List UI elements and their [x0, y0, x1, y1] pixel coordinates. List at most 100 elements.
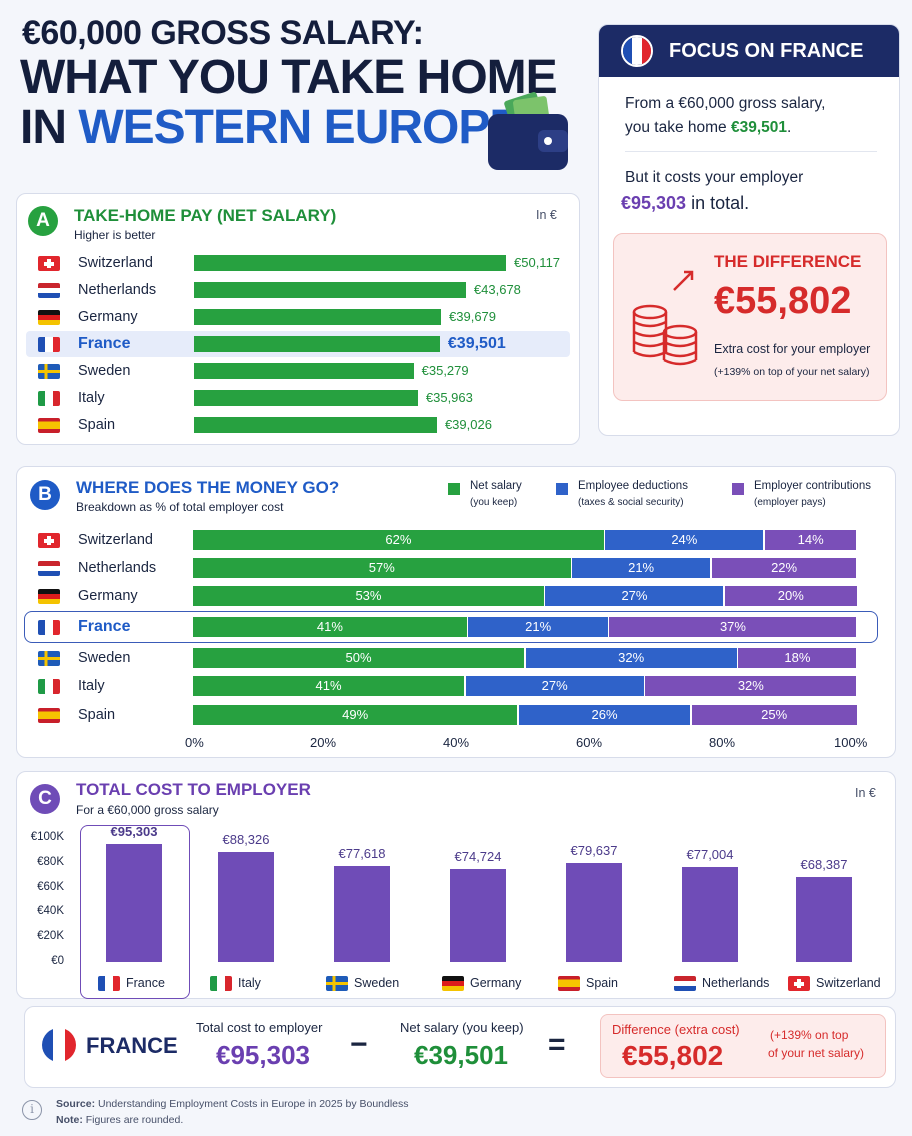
focus-line-1: From a €60,000 gross salary,	[625, 95, 826, 112]
focus-net-value: €39,501	[730, 119, 788, 136]
country-label: Spain	[78, 707, 116, 723]
title-line-3: IN WESTERN EUROPE	[20, 101, 521, 154]
flag-icon	[38, 256, 60, 271]
x-tick-label: 60%	[576, 735, 603, 750]
bar	[194, 417, 437, 433]
country-label: Netherlands	[78, 560, 157, 576]
country-label: Sweden	[78, 650, 131, 666]
x-tick-label: 0%	[185, 735, 204, 750]
legend-sub: (taxes & social security)	[578, 497, 684, 508]
focus-line-2: you take home €39,501.	[625, 119, 791, 137]
section-b-badge: B	[30, 480, 60, 510]
bar-segment: 50%	[193, 648, 524, 668]
section-c-highlight-column	[80, 825, 190, 999]
equation-net-label: Net salary (you keep)	[400, 1020, 524, 1035]
bar-segment: 18%	[738, 648, 857, 668]
section-a-title: TAKE-HOME PAY (NET SALARY)	[74, 206, 337, 225]
y-tick-label: €40K	[37, 905, 64, 918]
equation-diff-note-1: (+139% on top	[770, 1028, 849, 1042]
equation-minus: −	[350, 1028, 368, 1061]
bar	[682, 866, 738, 962]
bar	[796, 877, 852, 962]
equation-equals: =	[548, 1028, 566, 1061]
bar-segment: 49%	[193, 705, 518, 725]
difference-value: €55,802	[714, 280, 852, 322]
flag-icon	[38, 391, 60, 406]
country-label: Italy	[78, 678, 105, 694]
country-label: Spain	[78, 417, 116, 433]
difference-sub-2: (+139% on top of your net salary)	[714, 366, 870, 378]
data-label: €35,279	[421, 363, 469, 378]
equation-country: FRANCE	[86, 1033, 178, 1058]
section-b-title: WHERE DOES THE MONEY GO?	[76, 478, 340, 497]
bar	[566, 863, 622, 962]
x-tick-label: 80%	[709, 735, 736, 750]
y-tick-label: €0	[51, 955, 64, 967]
country-label: Sweden	[78, 363, 131, 379]
data-label: €39,501	[447, 335, 506, 352]
section-c-unit: In €	[855, 786, 876, 800]
footer-source-label: Source:	[56, 1098, 96, 1110]
bar-segment: 21%	[468, 617, 608, 637]
flag-icon	[38, 561, 60, 576]
focus-line-3: But it costs your employer	[625, 169, 804, 186]
bar-segment: 41%	[193, 676, 465, 696]
focus-total-value: €95,303	[621, 193, 687, 213]
data-label: €74,724	[454, 849, 502, 865]
bar	[194, 390, 418, 406]
bar-segment: 37%	[609, 617, 857, 637]
bar-segment: 21%	[572, 558, 711, 578]
bar	[106, 843, 162, 962]
bar	[194, 309, 442, 325]
data-label: €50,117	[514, 255, 561, 270]
equation-diff-value: €55,802	[622, 1040, 724, 1071]
bar-segment: 41%	[193, 617, 467, 637]
category-label: Italy	[238, 976, 261, 990]
title-line-3-prefix: IN	[20, 101, 79, 154]
data-label: €39,026	[444, 417, 492, 432]
bar-segment: 62%	[193, 530, 604, 550]
category-label: Germany	[470, 976, 522, 990]
flag-icon	[38, 651, 60, 666]
data-label: €77,004	[686, 846, 734, 862]
focus-line-2-prefix: you take home	[625, 119, 731, 136]
footer-source-text: Understanding Employment Costs in Europe…	[95, 1098, 409, 1110]
footer-note-label: Note:	[56, 1114, 83, 1126]
focus-line-4: €95,303 in total.	[621, 193, 749, 214]
flag-icon	[38, 589, 60, 604]
data-label: €43,678	[473, 282, 521, 297]
info-icon: i	[22, 1100, 42, 1120]
title-line-1: €60,000 GROSS SALARY:	[22, 14, 424, 52]
flag-icon	[38, 620, 60, 635]
bar	[194, 336, 440, 352]
equation-difference-box	[600, 1014, 886, 1078]
bar	[334, 865, 390, 962]
data-label: €39,679	[449, 309, 497, 324]
section-c-badge: C	[30, 784, 60, 814]
section-c-title: TOTAL COST TO EMPLOYER	[76, 780, 311, 799]
country-label: Italy	[78, 390, 105, 406]
equation-diff-note-2: of your net salary)	[768, 1046, 865, 1060]
legend-sub: (you keep)	[470, 497, 518, 508]
flag-icon	[98, 976, 120, 991]
bar	[450, 869, 506, 962]
bar-segment: 57%	[193, 558, 571, 578]
x-tick-label: 100%	[834, 735, 868, 750]
category-label: Netherlands	[702, 976, 770, 990]
section-a-unit: In €	[536, 208, 557, 222]
data-label: €88,326	[222, 832, 270, 848]
difference-title: THE DIFFERENCE	[714, 252, 862, 271]
focus-line-2-suffix: .	[787, 119, 792, 136]
x-tick-label: 40%	[443, 735, 470, 750]
legend-swatch	[732, 483, 744, 495]
flag-icon	[788, 976, 810, 991]
bar-segment: 14%	[764, 530, 857, 550]
data-label: €68,387	[800, 857, 848, 873]
category-label: Switzerland	[816, 976, 881, 990]
category-label: Spain	[586, 976, 618, 990]
flag-icon	[442, 976, 464, 991]
flag-icon	[210, 976, 232, 991]
legend-swatch	[556, 483, 568, 495]
bar	[218, 852, 274, 962]
y-tick-label: €60K	[37, 880, 64, 893]
